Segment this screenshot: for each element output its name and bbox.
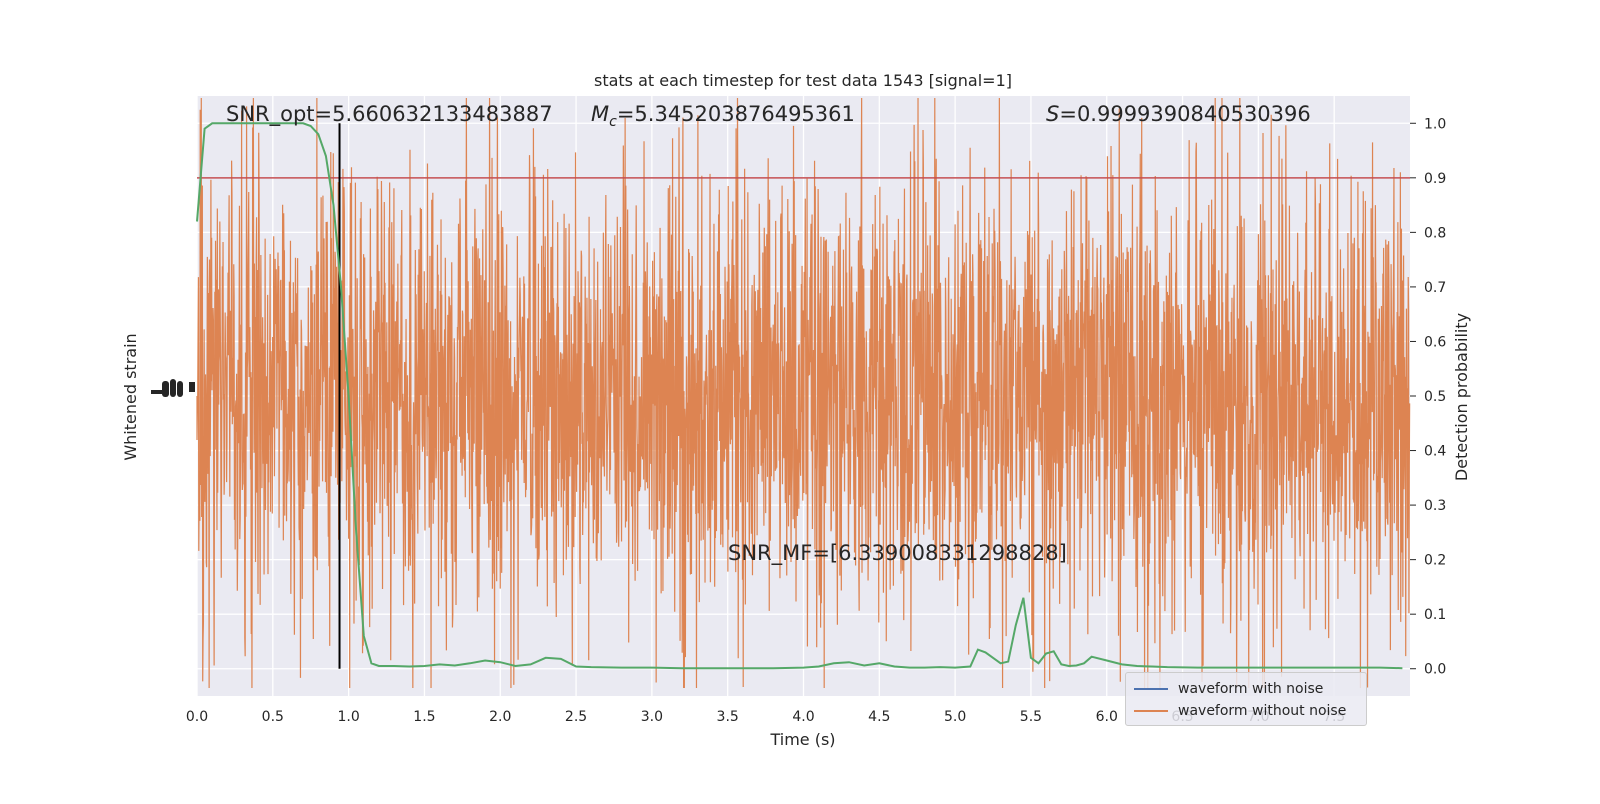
legend-label-without-noise: waveform without noise	[1178, 703, 1347, 719]
y-tick-label: 0.1	[1424, 607, 1446, 623]
x-tick-label: 4.5	[868, 709, 890, 725]
snr-opt-annotation: SNR_opt=5.660632133483887	[226, 102, 553, 127]
y-tick-label: 0.0	[1424, 662, 1446, 678]
y-tick-label: 0.2	[1424, 553, 1446, 569]
strain-series-without-noise	[196, 97, 1411, 689]
x-tick-label: 4.0	[792, 709, 814, 725]
snr-mf-annotation: SNR_MF=[6.339008331298828]	[728, 541, 1067, 566]
y-tick-label: 0.4	[1424, 444, 1446, 460]
y-tick-label: 0.5	[1424, 389, 1446, 405]
legend-label-with-noise: waveform with noise	[1178, 681, 1324, 697]
x-tick-label: 2.5	[565, 709, 587, 725]
y-tick-label: 0.6	[1424, 334, 1446, 350]
chart-title: stats at each timestep for test data 154…	[594, 71, 1012, 90]
x-tick-label: 3.5	[717, 709, 739, 725]
x-tick-label: 1.5	[413, 709, 435, 725]
legend: waveform with noise waveform without noi…	[1125, 672, 1367, 726]
x-tick-label: 0.0	[186, 709, 208, 725]
strain-trace	[196, 97, 1411, 689]
left-axis-tick-clutter	[151, 379, 195, 397]
y-axis-right-label: Detection probability	[1452, 313, 1471, 481]
y-tick-label: 1.0	[1424, 116, 1446, 132]
y-tick-label: 0.3	[1424, 498, 1446, 514]
x-tick-label: 5.5	[1020, 709, 1042, 725]
legend-swatch-blue	[1134, 688, 1168, 690]
legend-item-without-noise: waveform without noise	[1134, 701, 1346, 721]
x-tick-label: 6.0	[1096, 709, 1118, 725]
y-tick-label: 0.9	[1424, 171, 1446, 187]
x-tick-label: 2.0	[489, 709, 511, 725]
detection-probability-line	[196, 122, 1403, 670]
chirp-mass-annotation: Mc=5.345203876495361	[591, 102, 855, 130]
y-tick-label: 0.8	[1424, 225, 1446, 241]
legend-item-with-noise: waveform with noise	[1134, 679, 1323, 699]
x-tick-label: 5.0	[944, 709, 966, 725]
x-tick-label: 1.0	[337, 709, 359, 725]
x-tick-label: 0.5	[262, 709, 284, 725]
legend-swatch-orange	[1134, 710, 1168, 712]
s-annotation: S=0.9999390840530396	[1046, 102, 1311, 126]
y-axis-right-ticks: 0.0 0.1 0.2 0.3 0.4 0.5 0.6 0.7 0.8 0.9 1.0	[1410, 116, 1446, 678]
y-axis-left-label: Whitened strain	[121, 333, 140, 460]
x-axis-label: Time (s)	[769, 730, 835, 749]
y-tick-label: 0.7	[1424, 280, 1446, 296]
x-tick-label: 3.0	[641, 709, 663, 725]
